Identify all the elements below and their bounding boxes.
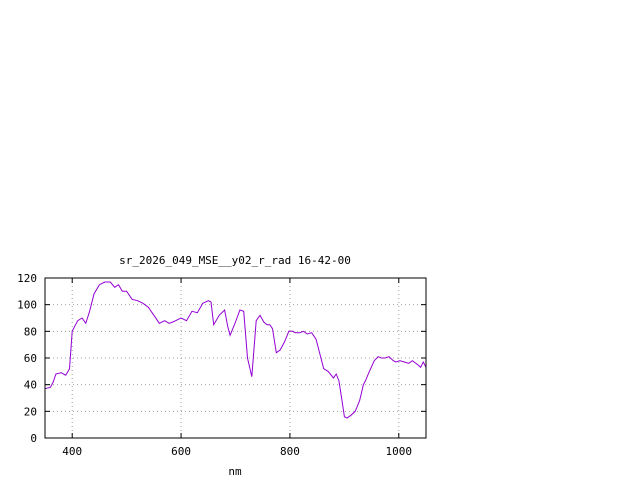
x-axis-label: nm: [228, 465, 242, 478]
series-line: [44, 281, 427, 419]
y-tick-label: 120: [17, 272, 37, 285]
axis-ticks: 400 600 800 1000 0 20 40 60 80 100 120: [17, 272, 426, 458]
x-tick-label: 1000: [386, 445, 413, 458]
x-tick-label: 800: [280, 445, 300, 458]
y-tick-label: 100: [17, 299, 37, 312]
y-tick-label: 0: [30, 432, 37, 445]
y-tick-label: 60: [24, 352, 37, 365]
y-tick-label: 20: [24, 405, 37, 418]
y-tick-label: 80: [24, 325, 37, 338]
x-tick-label: 600: [171, 445, 191, 458]
grid-lines: [45, 278, 426, 438]
x-tick-label: 400: [62, 445, 82, 458]
chart-title: sr_2026_049_MSE__y02_r_rad 16-42-00: [119, 254, 351, 267]
y-tick-label: 40: [24, 379, 37, 392]
